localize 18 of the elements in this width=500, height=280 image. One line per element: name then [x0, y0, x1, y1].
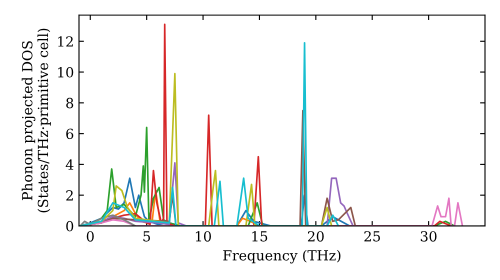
- line-series: [79, 42, 340, 226]
- y-tick-label: 12: [58, 36, 73, 47]
- x-tick-label: 15: [252, 231, 268, 242]
- x-tick-label: 10: [196, 231, 211, 242]
- y-axis-title: Phonon projected DOS (States/THz·primitive cell): [22, 28, 51, 212]
- y-tick-label: 10: [58, 67, 74, 78]
- y-tick-label: 6: [66, 128, 74, 140]
- y-tick-label: 4: [66, 159, 74, 170]
- y-tick-label: 0: [66, 220, 74, 232]
- x-tick-label: 30: [420, 231, 437, 242]
- x-tick-label: 25: [364, 231, 380, 242]
- x-tick-label: 5: [143, 231, 150, 242]
- x-tick-label: 20: [308, 231, 324, 242]
- x-tick-label: 0: [86, 231, 94, 242]
- x-axis-title: Frequency (THz): [223, 250, 340, 264]
- line-series: [79, 214, 136, 226]
- y-tick-label: 2: [66, 190, 73, 200]
- y-tick-label: 8: [66, 98, 74, 108]
